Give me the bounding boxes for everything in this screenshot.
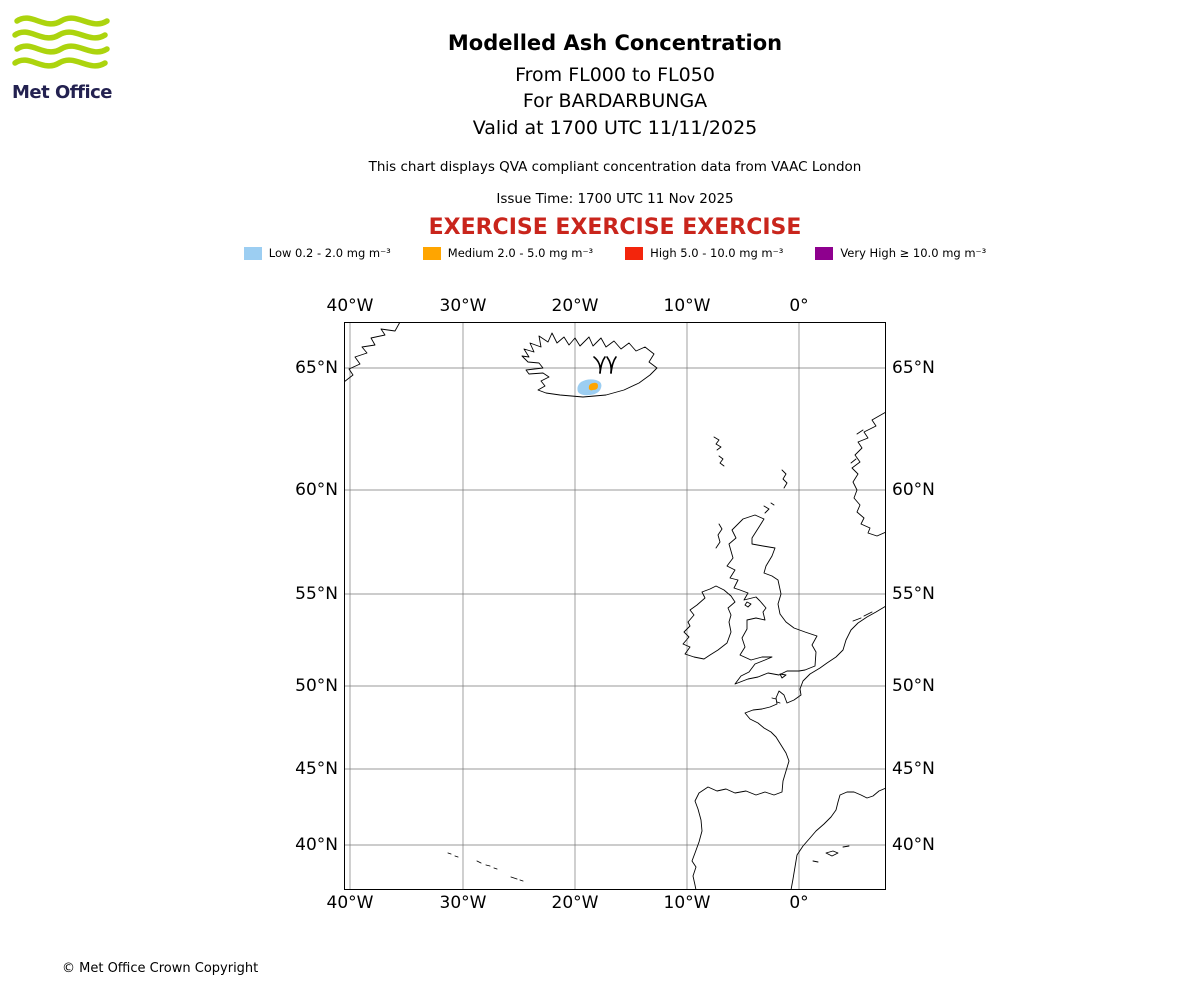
legend-item-high: High 5.0 - 10.0 mg m⁻³ (625, 246, 783, 260)
legend-label-low: Low 0.2 - 2.0 mg m⁻³ (268, 246, 391, 260)
coastline-faroe-islands (713, 436, 725, 467)
lon-label-top-30w: 30°W (439, 296, 487, 316)
coastline-iceland (521, 332, 658, 398)
met-office-logo: Met Office (12, 12, 132, 103)
lat-label-right-65n: 65°N (892, 358, 935, 378)
legend-label-very-high: Very High ≥ 10.0 mg m⁻³ (840, 246, 987, 260)
lon-label-bottom-0: 0° (789, 893, 809, 913)
coastline-greenland (343, 321, 401, 383)
coastline-frisian-islands (852, 611, 873, 622)
coastline-continental-europe (691, 605, 887, 891)
coastline-ireland (682, 585, 736, 660)
legend-item-very-high: Very High ≥ 10.0 mg m⁻³ (815, 246, 986, 260)
volcano-icon (593, 356, 617, 374)
ash-area-medium (588, 382, 598, 391)
copyright-notice: © Met Office Crown Copyright (62, 961, 259, 976)
coastline-norway (850, 411, 887, 537)
met-office-logo-waves (12, 15, 110, 69)
lat-label-left-65n: 65°N (295, 358, 338, 378)
coastline-isle-of-man (744, 601, 752, 608)
legend-swatch-very-high (815, 246, 834, 260)
lat-label-left-55n: 55°N (295, 584, 338, 604)
map (343, 321, 887, 891)
graticule (344, 322, 886, 890)
coastline-mediterranean (790, 787, 887, 891)
lat-label-left-40n: 40°N (295, 835, 338, 855)
coastline-outer-hebrides (715, 523, 723, 549)
coastline-shetland (781, 469, 788, 489)
logo-wave-1 (14, 15, 110, 27)
logo-wave-group (12, 15, 110, 69)
lat-label-left-60n: 60°N (295, 480, 338, 500)
lon-label-bottom-20w: 20°W (551, 893, 599, 913)
page-title: Modelled Ash Concentration (447, 31, 783, 55)
coastline-great-britain (726, 514, 818, 685)
lon-label-top-40w: 40°W (326, 296, 374, 316)
coastlines (343, 321, 887, 891)
coastline-channel-islands (771, 697, 781, 704)
lat-label-right-60n: 60°N (892, 480, 935, 500)
coastline-balearic-islands (812, 845, 850, 863)
exercise-banner: EXERCISE EXERCISE EXERCISE (428, 215, 802, 240)
legend-swatch-high (625, 246, 644, 260)
map-border (344, 322, 886, 890)
legend-swatch-low (243, 246, 262, 260)
lon-label-bottom-40w: 40°W (326, 893, 374, 913)
lon-label-bottom-30w: 30°W (439, 893, 487, 913)
legend-label-high: High 5.0 - 10.0 mg m⁻³ (650, 246, 784, 260)
lon-label-top-10w: 10°W (663, 296, 711, 316)
lon-label-bottom-10w: 10°W (663, 893, 711, 913)
lat-label-right-50n: 50°N (892, 676, 935, 696)
legend-item-low: Low 0.2 - 2.0 mg m⁻³ (243, 246, 391, 260)
volcano-icon-arm-4 (610, 356, 617, 374)
lat-label-left-50n: 50°N (295, 676, 338, 696)
logo-wave-2 (12, 29, 108, 41)
legend-item-medium: Medium 2.0 - 5.0 mg m⁻³ (422, 246, 594, 260)
coastline-azores (447, 852, 524, 882)
legend-swatch-medium (422, 246, 441, 260)
coastline-isle-of-wight (779, 673, 787, 679)
map-canvas (343, 321, 887, 891)
legend-label-medium: Medium 2.0 - 5.0 mg m⁻³ (447, 246, 594, 260)
met-office-logo-text: Met Office (12, 82, 113, 103)
logo-wave-3 (14, 43, 110, 55)
lon-label-top-0: 0° (789, 296, 809, 316)
volcano-icon-arm-1 (593, 356, 602, 374)
subtitle-volcano: For BARDARBUNGA (522, 90, 708, 112)
issue-time: Issue Time: 1700 UTC 11 Nov 2025 (496, 191, 734, 207)
lat-label-right-40n: 40°N (892, 835, 935, 855)
ash-cloud (577, 379, 602, 396)
concentration-legend: Low 0.2 - 2.0 mg m⁻³ Medium 2.0 - 5.0 mg… (0, 246, 1200, 260)
lat-label-right-55n: 55°N (892, 584, 935, 604)
coastline-orkney (763, 502, 775, 514)
subtitle-valid-time: Valid at 1700 UTC 11/11/2025 (472, 117, 758, 139)
subtitle-flight-levels: From FL000 to FL050 (515, 64, 715, 86)
chart-description: This chart displays QVA compliant concen… (368, 159, 862, 175)
logo-wave-4 (12, 57, 108, 69)
lat-label-left-45n: 45°N (295, 759, 338, 779)
volcano-icon-arm-2 (599, 356, 606, 374)
lat-label-right-45n: 45°N (892, 759, 935, 779)
lon-label-top-20w: 20°W (551, 296, 599, 316)
